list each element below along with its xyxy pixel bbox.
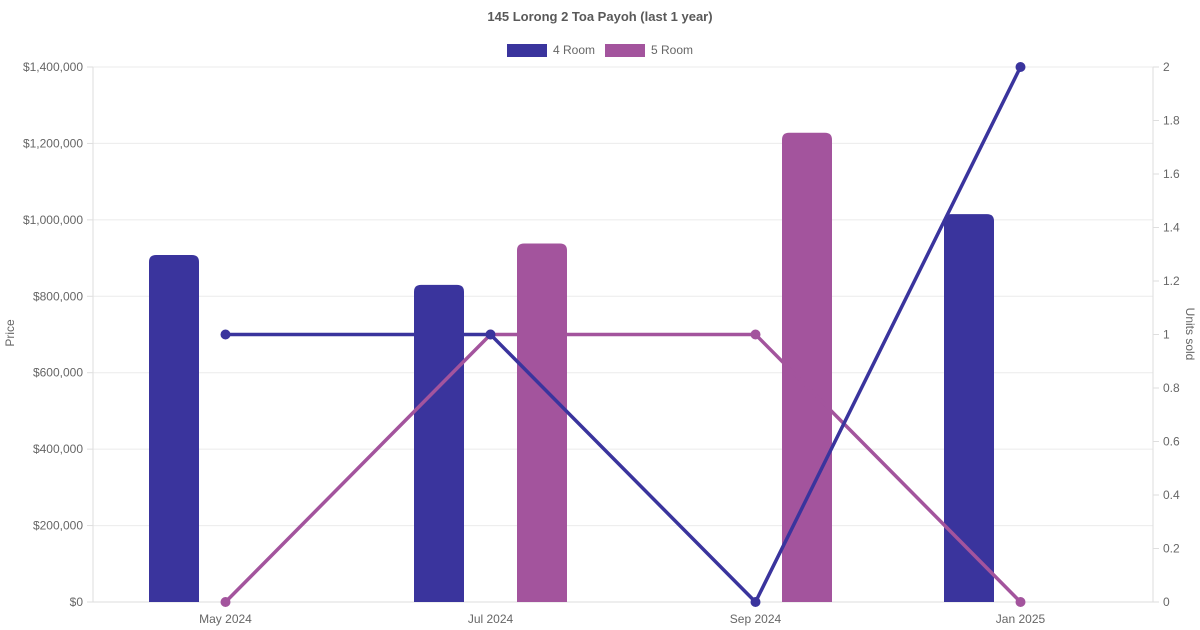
price-bar-4-room-0: [149, 255, 199, 602]
legend-swatch-5-room: [605, 43, 645, 57]
units-point-4-room-0: [220, 329, 231, 340]
y-right-tick-label: 1.4: [1163, 221, 1180, 235]
units-point-4-room-3: [1015, 62, 1026, 72]
units-point-4-room-1: [485, 329, 496, 340]
y-left-tick-label: $600,000: [33, 366, 83, 380]
y-right-tick-label: 1.8: [1163, 114, 1180, 128]
y-left-tick-label: $1,400,000: [23, 60, 83, 74]
units-point-4-room-2: [750, 597, 761, 607]
price-bar-5-room-1: [517, 243, 567, 603]
units-point-5-room-2: [750, 329, 761, 340]
legend-swatch-4-room: [506, 43, 547, 57]
y-left-tick-label: $200,000: [33, 519, 83, 533]
units-point-5-room-3: [1015, 597, 1026, 607]
y-right-tick-label: 1: [1163, 328, 1170, 342]
chart-title: 145 Lorong 2 Toa Payoh (last 1 year): [487, 9, 713, 24]
price-bar-4-room-1: [414, 284, 464, 602]
y-right-tick-label: 0.6: [1163, 435, 1180, 449]
legend-label-5-room: 5 Room: [651, 43, 694, 57]
y-right-tick-label: 0.4: [1163, 488, 1180, 502]
price-bar-4-room-3: [944, 214, 994, 602]
y-right-tick-label: 0.8: [1163, 381, 1180, 395]
units-line-4-room: [223, 65, 1023, 604]
legend-item-4-room: 4 Room: [506, 43, 595, 57]
y-right-tick-label: 0: [1163, 595, 1170, 609]
units-line-5-room: [223, 332, 1023, 604]
legend: 4 Room 5 Room: [0, 43, 1200, 57]
y-right-tick-label: 1.2: [1163, 274, 1180, 288]
y-left-tick-label: $1,000,000: [23, 213, 83, 227]
x-tick-label: Sep 2024: [730, 612, 782, 626]
y-left-tick-label: $400,000: [33, 442, 83, 456]
units-point-5-room-0: [220, 597, 231, 607]
x-tick-label: Jan 2025: [996, 612, 1046, 626]
y-left-tick-label: $0: [70, 595, 84, 609]
x-tick-label: Jul 2024: [468, 612, 514, 626]
y-left-tick-label: $1,200,000: [23, 136, 83, 150]
y-right-tick-label: 1.6: [1163, 167, 1180, 181]
x-tick-label: May 2024: [199, 612, 252, 626]
y-right-tick-label: 0.2: [1163, 542, 1180, 556]
legend-label-4-room: 4 Room: [552, 43, 595, 57]
price-bar-5-room-2: [782, 132, 832, 602]
legend-item-5-room: 5 Room: [605, 43, 693, 57]
y-right-tick-label: 2: [1163, 60, 1170, 74]
y-left-tick-label: $800,000: [33, 289, 83, 303]
